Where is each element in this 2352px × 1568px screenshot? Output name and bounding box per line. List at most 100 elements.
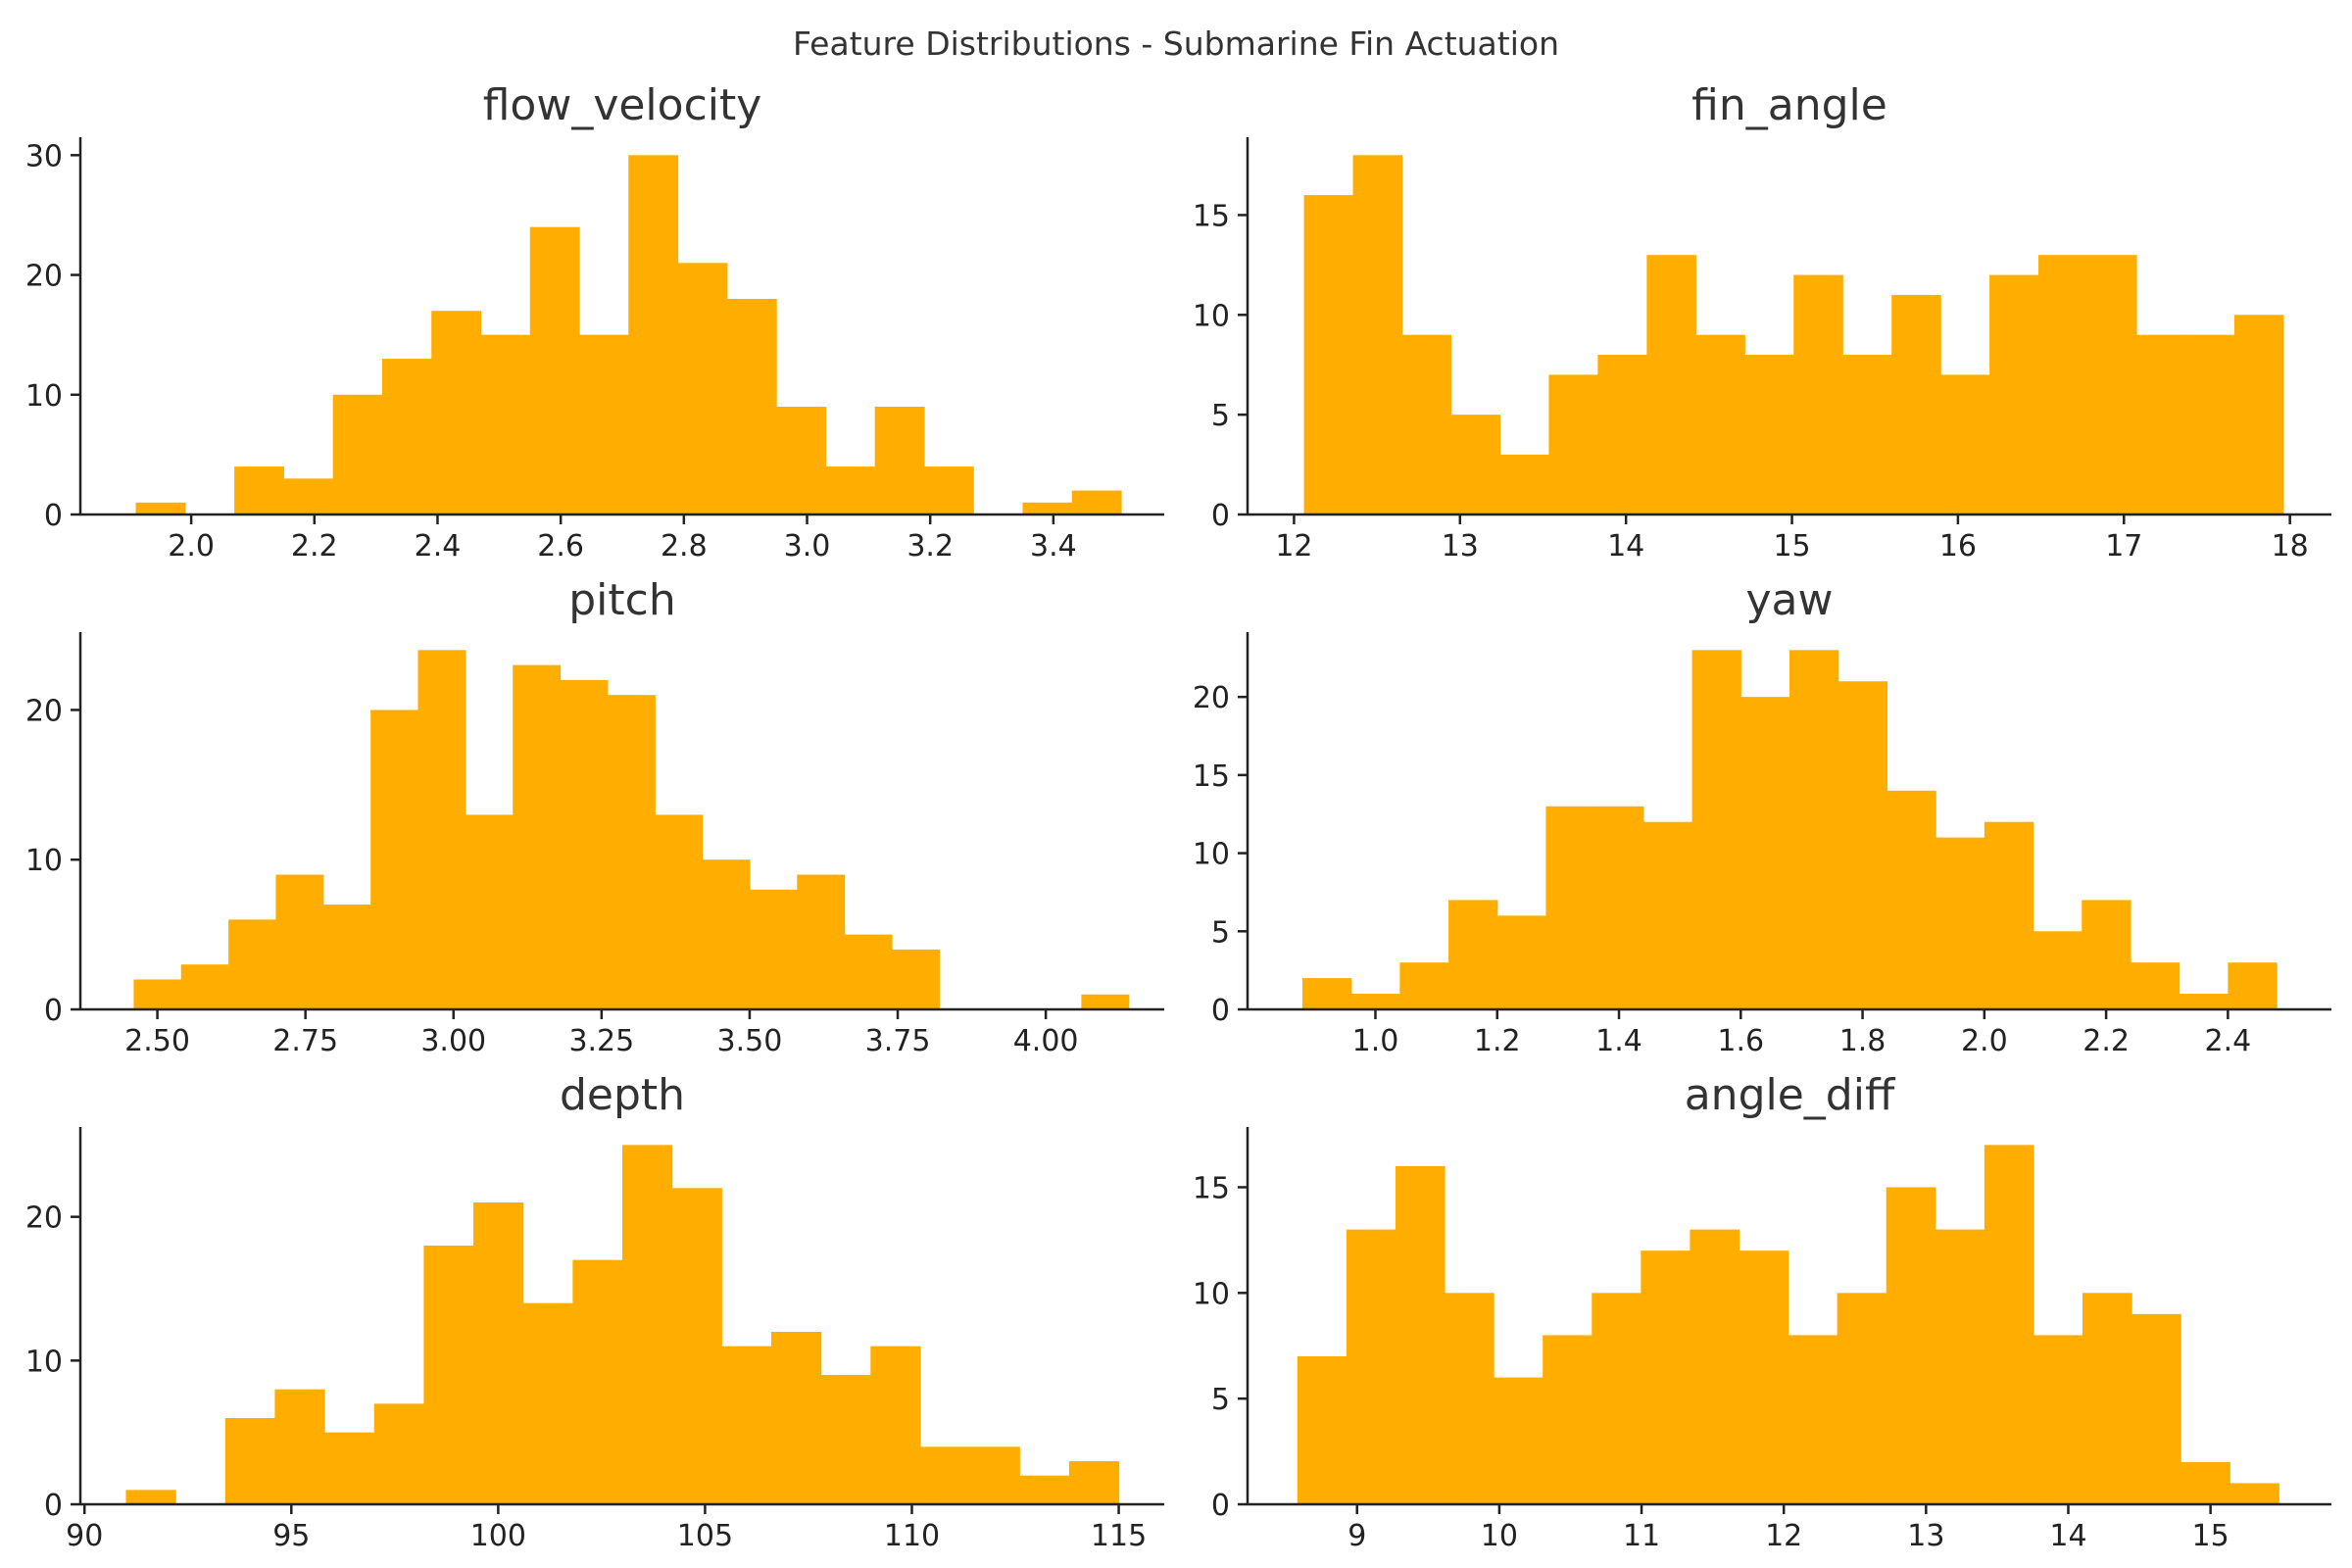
histogram-bar [671, 1188, 722, 1504]
histogram-bar [1350, 994, 1400, 1009]
histogram-bar [1592, 1293, 1642, 1504]
x-tick-label: 14 [1607, 529, 1644, 564]
histogram-bar [579, 334, 629, 514]
histogram-bar [480, 334, 531, 514]
histogram-bar [234, 466, 284, 514]
histogram-bar [1936, 837, 1985, 1009]
y-tick-label: 0 [44, 994, 63, 1028]
histogram-bar [1346, 1229, 1396, 1504]
x-tick-label: 110 [884, 1519, 940, 1553]
x-tick-label: 2.0 [1961, 1024, 2008, 1058]
x-tick-label: 15 [1773, 529, 1810, 564]
panel-title: depth [560, 1070, 685, 1120]
histogram-bar [1303, 195, 1354, 514]
histogram-bar [2233, 315, 2284, 514]
panel-pitch: pitch 2.50 2.75 3.00 3.25 3.50 3.75 4.00 0 10 20 [25, 575, 1164, 1058]
x-tick-label: 2.2 [291, 529, 338, 564]
y-tick-label: 20 [25, 1201, 63, 1236]
histogram-bar [529, 226, 580, 514]
x-tick-label: 3.25 [568, 1024, 634, 1058]
histogram-bar [1891, 294, 1941, 514]
histogram-bar [2130, 962, 2180, 1009]
histogram-bar [513, 664, 562, 1009]
histogram-bar [2082, 900, 2132, 1009]
histogram-bar [1022, 502, 1073, 514]
histogram-bar [1071, 490, 1122, 514]
histogram-bar [1886, 1187, 1936, 1504]
histogram-bar [677, 263, 728, 514]
panel-title: flow_velocity [483, 80, 762, 130]
histogram-bar [332, 394, 383, 514]
y-tick-label: 10 [25, 379, 63, 414]
histogram-bar [628, 155, 679, 515]
histogram-bar [770, 1332, 822, 1504]
figure-title: Feature Distributions - Submarine Fin Ac… [793, 24, 1559, 63]
x-tick-label: 3.0 [784, 529, 831, 564]
x-tick-label: 1.8 [1839, 1024, 1886, 1058]
histogram-bar [1081, 994, 1130, 1009]
y-tick-label: 0 [44, 499, 63, 533]
x-tick-label: 1.0 [1352, 1024, 1399, 1058]
x-tick-label: 15 [2192, 1519, 2230, 1553]
histogram-bar [1984, 821, 2034, 1009]
y-tick-label: 20 [25, 694, 63, 728]
histogram-bar [224, 1418, 276, 1504]
histogram-bar [1301, 978, 1352, 1009]
x-tick-label: 95 [272, 1519, 310, 1553]
histogram-bar [870, 1346, 921, 1504]
histogram-bar [1984, 1145, 2034, 1504]
x-tick-label: 17 [2105, 529, 2142, 564]
histogram-bar [655, 814, 704, 1009]
histogram-bar [2033, 931, 2082, 1009]
histogram-bar [465, 814, 514, 1009]
y-tick-label: 10 [1193, 299, 1230, 333]
histogram-bar [1548, 374, 1598, 514]
histogram-bar [275, 874, 324, 1009]
x-tick-label: 2.75 [272, 1024, 338, 1058]
x-tick-label: 12 [1765, 1519, 1802, 1553]
histogram-bar [1545, 806, 1595, 1009]
y-tick-label: 5 [1211, 1383, 1230, 1417]
y-tick-label: 0 [1211, 1489, 1230, 1523]
histogram-bar [969, 1446, 1020, 1504]
histogram-bar [1401, 334, 1452, 514]
histogram-bar [1695, 334, 1745, 514]
histogram-bar [1935, 1229, 1985, 1504]
x-tick-label: 4.00 [1013, 1024, 1079, 1058]
x-tick-label: 16 [1939, 529, 1977, 564]
histogram-bar [370, 710, 419, 1009]
histogram-bar [1494, 1377, 1544, 1504]
histogram-bar [797, 874, 846, 1009]
histogram-bar [1788, 1335, 1838, 1504]
histogram-bar [721, 1346, 772, 1504]
x-tick-label: 3.00 [420, 1024, 486, 1058]
histogram-bar [1499, 454, 1550, 514]
histogram-bar [891, 949, 940, 1009]
x-tick-label: 3.50 [717, 1024, 783, 1058]
panels: flow_velocity 2.0 2.2 2.4 2.6 2.8 3.0 3.2 3.4 0 10… [25, 80, 2331, 1553]
histogram-bar [1399, 962, 1449, 1009]
x-tick-label: 11 [1623, 1519, 1660, 1553]
histogram-bar [322, 905, 371, 1009]
y-tick-label: 5 [1211, 915, 1230, 950]
histogram-bar [283, 478, 334, 514]
histogram-bar [2082, 1293, 2132, 1504]
histogram-bar [2180, 1461, 2230, 1504]
x-tick-label: 3.2 [906, 529, 954, 564]
histogram-bar [324, 1432, 375, 1504]
histogram-bar [1838, 681, 1888, 1009]
histogram-bar [1641, 1250, 1690, 1504]
panel-yaw: yaw 1.0 1.2 1.4 1.6 1.8 2.0 2.2 2.4 0 5 10 15 20 [1193, 575, 2331, 1058]
histogram-bar [607, 695, 656, 1009]
histogram-bar [2087, 255, 2137, 514]
panel-title: pitch [568, 575, 675, 625]
histogram-bar [522, 1302, 573, 1504]
histogram-bar [1886, 790, 1936, 1009]
histogram-bar [844, 934, 893, 1009]
histogram-bar [1594, 806, 1644, 1009]
panel-depth: depth 90 95 100 105 110 115 0 10 20 [25, 1070, 1164, 1553]
histogram-bar [1744, 355, 1794, 514]
histogram-bar [1940, 374, 1990, 514]
y-tick-label: 15 [1193, 199, 1230, 233]
histogram-bar [1019, 1475, 1070, 1504]
